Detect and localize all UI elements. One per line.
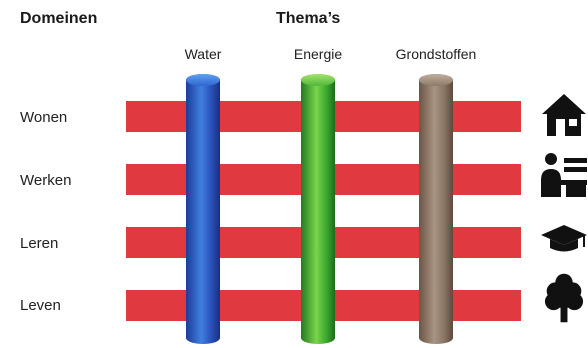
- theme-label-water: Water: [184, 46, 222, 62]
- theme-label-grondstoffen: Grondstoffen: [395, 46, 477, 62]
- domain-label-leven: Leven: [20, 297, 61, 314]
- worker-desk-icon: [541, 153, 587, 197]
- theme-pillar-water: [186, 74, 220, 344]
- theme-label-energie: Energie: [293, 46, 343, 62]
- domain-label-wonen: Wonen: [20, 109, 68, 126]
- graduation-cap-icon: [541, 225, 587, 252]
- domain-label-leren: Leren: [20, 235, 59, 252]
- themes-header: Thema’s: [276, 10, 341, 27]
- tree-icon: [544, 273, 584, 323]
- domain-label-werken: Werken: [20, 172, 72, 189]
- theme-pillar-grondstoffen: [419, 74, 453, 344]
- theme-pillar-energie: [301, 74, 335, 344]
- domains-header: Domeinen: [20, 10, 98, 27]
- house-icon: [542, 94, 586, 136]
